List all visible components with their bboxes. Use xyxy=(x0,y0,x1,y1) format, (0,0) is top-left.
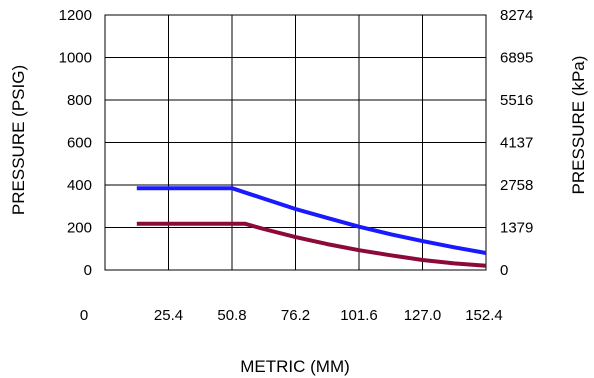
y-tick-label-right: 8274 xyxy=(500,7,533,24)
plot-frame xyxy=(104,14,487,271)
y-axis-title-left: PRESSURE (PSIG) xyxy=(9,65,28,215)
x-axis-title: METRIC (MM) xyxy=(240,357,350,376)
x-tick-label: 0 xyxy=(80,307,88,324)
y-tick-label-right: 4137 xyxy=(500,135,533,152)
x-tick-label: 127.0 xyxy=(404,307,442,324)
x-tick-label: 50.8 xyxy=(217,307,246,324)
y-tick-label-left: 200 xyxy=(67,220,92,237)
y-tick-label-left: 400 xyxy=(67,177,92,194)
x-tick-labels: 0 25.4 50.8 76.2 101.6 127.0 152.4 xyxy=(80,307,503,324)
y-tick-label-right: 1379 xyxy=(500,220,533,237)
y-tick-label-left: 600 xyxy=(67,135,92,152)
y-tick-label-right: 5516 xyxy=(500,92,533,109)
grid xyxy=(105,15,486,270)
series-line-1 xyxy=(136,186,487,255)
x-tick-label: 152.4 xyxy=(465,307,503,324)
y-tick-labels-left: 0 200 400 600 800 1000 1200 xyxy=(59,7,92,279)
y-axis-title-right: PRESSURE (kPa) xyxy=(569,56,588,195)
series-layer xyxy=(136,186,487,268)
y-tick-label-left: 800 xyxy=(67,92,92,109)
y-tick-label-right: 2758 xyxy=(500,177,533,194)
y-tick-label-left: 1000 xyxy=(59,50,92,67)
y-tick-label-left: 1200 xyxy=(59,7,92,24)
series-line-2 xyxy=(136,221,487,268)
y-tick-label-right: 0 xyxy=(500,262,508,279)
x-tick-label: 101.6 xyxy=(340,307,378,324)
x-tick-label: 25.4 xyxy=(154,307,183,324)
y-tick-labels-right: 0 1379 2758 4137 5516 6895 8274 xyxy=(500,7,533,279)
y-tick-label-right: 6895 xyxy=(500,50,533,67)
x-tick-label: 76.2 xyxy=(281,307,310,324)
y-tick-label-left: 0 xyxy=(84,262,92,279)
